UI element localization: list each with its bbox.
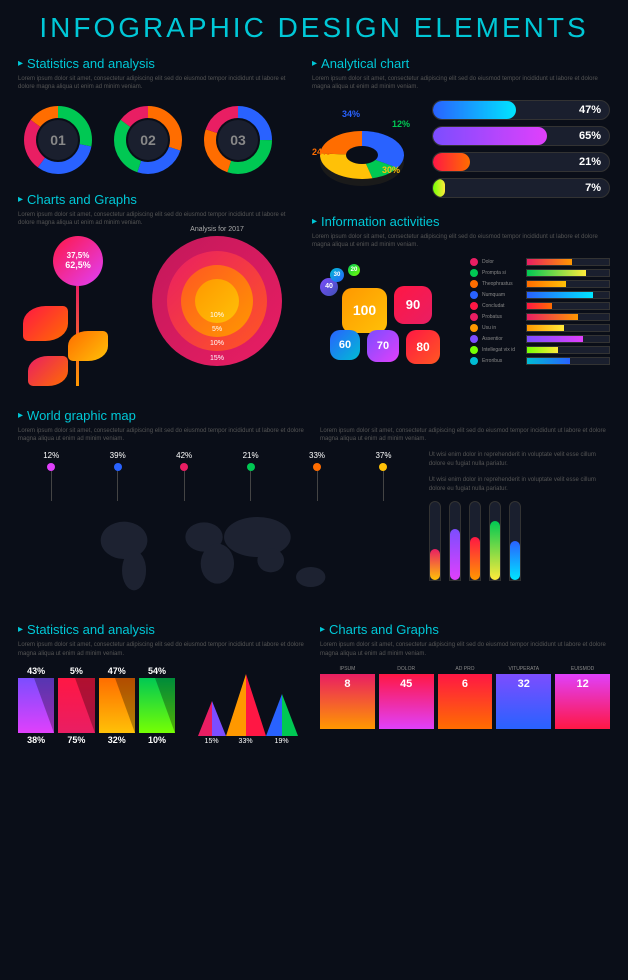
map-marker: 39% xyxy=(110,451,126,501)
bubble-chart: 10090607080402030 xyxy=(312,258,462,368)
br-bar: EUISMOD12 xyxy=(555,666,610,729)
page-title: INFOGRAPHIC DESIGN ELEMENTS xyxy=(18,12,610,44)
lorem: Lorem ipsum dolor sit amet, consectetur … xyxy=(18,211,300,228)
lorem: Ut wisi enim dolor in reprehenderit in v… xyxy=(429,476,610,493)
map-marker: 12% xyxy=(43,451,59,501)
donut-charts: 010203 xyxy=(18,100,300,180)
vbar xyxy=(489,501,501,581)
progress-bar: 47% xyxy=(432,100,610,120)
section-info: Information activities xyxy=(312,214,610,229)
section-stats1: Statistics and analysis xyxy=(18,56,300,71)
minibar-row: Numquam xyxy=(470,291,610,299)
map-marker: 37% xyxy=(375,451,391,501)
bubble: 90 xyxy=(394,286,432,324)
progress-bars: 47% 65% 21% 7% xyxy=(432,100,610,204)
minibar-row: Probatus xyxy=(470,313,610,321)
pie-3d: 34%12%30%24% xyxy=(312,107,422,197)
minibar-row: Prompta si xyxy=(470,269,610,277)
map-markers: 12% 39% 42% 21% 33% 37% xyxy=(18,451,417,501)
bubble: 70 xyxy=(367,330,399,362)
bottom-right-bars: IPSUM8DOLOR45AD PRO6VITUPERATA32EUISMOD1… xyxy=(320,666,610,729)
map-marker: 33% xyxy=(309,451,325,501)
world-map xyxy=(18,507,417,607)
br-bar: DOLOR45 xyxy=(379,666,434,729)
minibar-row: Theophrastus xyxy=(470,280,610,288)
donut-item: 01 xyxy=(18,100,98,180)
vbar xyxy=(509,501,521,581)
triangle: 15% xyxy=(198,701,226,745)
lorem: Lorem ipsum dolor sit amet, consectetur … xyxy=(312,233,610,250)
stat-bar: 43%38% xyxy=(18,666,54,745)
bubble: 80 xyxy=(406,330,440,364)
lorem: Lorem ipsum dolor sit amet, consectetur … xyxy=(18,641,308,658)
br-bar: IPSUM8 xyxy=(320,666,375,729)
stat-bar: 54%10% xyxy=(139,666,175,745)
map-marker: 42% xyxy=(176,451,192,501)
stat-bar: 47%32% xyxy=(99,666,135,745)
vertical-bars xyxy=(429,501,610,581)
triangle: 33% xyxy=(226,674,266,745)
vbar xyxy=(449,501,461,581)
progress-bar: 7% xyxy=(432,178,610,198)
lorem: Lorem ipsum dolor sit amet, consectetur … xyxy=(312,75,610,92)
lorem: Lorem ipsum dolor sit amet, consectetur … xyxy=(18,75,300,92)
minibar-row: Dolor xyxy=(470,258,610,266)
bubble: 20 xyxy=(348,264,360,276)
minibar-row: Assentior xyxy=(470,335,610,343)
map-marker: 21% xyxy=(243,451,259,501)
stat-bar: 5%75% xyxy=(58,666,94,745)
flower-chart: 37,5%62,5% xyxy=(18,236,138,396)
triangle: 19% xyxy=(266,694,298,745)
minibar-row: Erroribus xyxy=(470,357,610,365)
bubble: 60 xyxy=(330,330,360,360)
lorem: Lorem ipsum dolor sit amet, consectetur … xyxy=(320,641,610,658)
concentric-chart: Analysis for 2017 15%10%5%10% xyxy=(152,236,282,366)
vbar xyxy=(469,501,481,581)
br-bar: VITUPERATA32 xyxy=(496,666,551,729)
bubble: 30 xyxy=(330,268,344,282)
concentric-title: Analysis for 2017 xyxy=(190,226,244,233)
vbar xyxy=(429,501,441,581)
section-world: World graphic map xyxy=(18,408,610,423)
lorem: Ut wisi enim dolor in reprehenderit in v… xyxy=(429,451,610,468)
bubble: 100 xyxy=(342,288,387,333)
minibar-row: Concludat xyxy=(470,302,610,310)
minibar-row: Intellegat vix id xyxy=(470,346,610,354)
progress-bar: 65% xyxy=(432,126,610,146)
donut-item: 03 xyxy=(198,100,278,180)
triangle-chart: 15%33%19% xyxy=(198,675,298,745)
lorem: Lorem ipsum dolor sit amet, consectetur … xyxy=(18,427,308,444)
section-charts2: Charts and Graphs xyxy=(320,622,610,637)
mini-bars: Dolor Prompta si Theophrastus Numquam Conclu… xyxy=(470,258,610,368)
section-analytical: Analytical chart xyxy=(312,56,610,71)
progress-bar: 21% xyxy=(432,152,610,172)
br-bar: AD PRO6 xyxy=(438,666,493,729)
minibar-row: Usu in xyxy=(470,324,610,332)
donut-item: 02 xyxy=(108,100,188,180)
section-stats2: Statistics and analysis xyxy=(18,622,308,637)
stat-bars: 43%38%5%75%47%32%54%10% xyxy=(18,666,175,745)
lorem: Lorem ipsum dolor sit amet, consectetur … xyxy=(320,427,610,444)
section-charts1: Charts and Graphs xyxy=(18,192,300,207)
